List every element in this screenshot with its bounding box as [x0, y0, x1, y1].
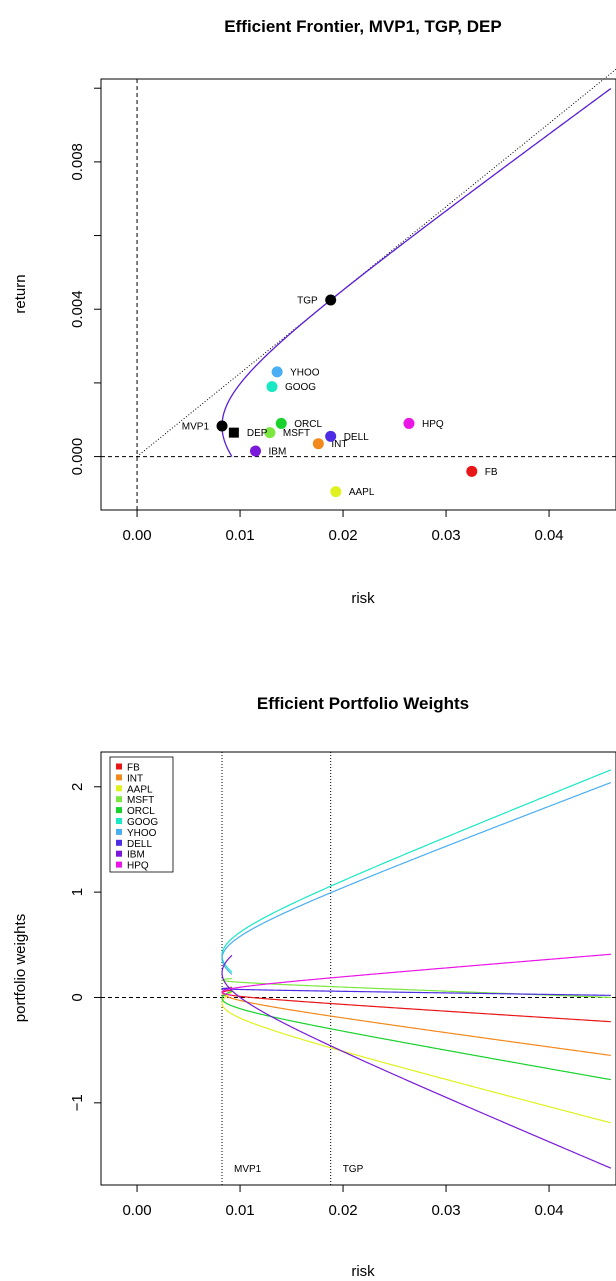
asset-point-aapl	[330, 486, 342, 498]
chart2-x-tick-label: 0.02	[328, 1202, 357, 1219]
chart1-x-tick-label: 0.01	[225, 527, 254, 544]
marker-label-mvp1: MVP1	[234, 1164, 262, 1175]
chart1-x-tick-label: 0.00	[122, 527, 151, 544]
asset-label-hpq: HPQ	[422, 419, 444, 430]
legend-label-yhoo: YHOO	[127, 828, 157, 839]
legend-label-goog: GOOG	[127, 817, 158, 828]
weights-chart: Efficient Portfolio Weights 0.00 0.01 0.02…	[12, 694, 616, 1280]
chart2-y-tick-label: −1	[69, 1094, 86, 1111]
chart1-title: Efficient Frontier, MVP1, TGP, DEP	[224, 17, 501, 36]
legend-label-int: INT	[127, 773, 143, 784]
chart2-title: Efficient Portfolio Weights	[257, 694, 469, 713]
weight-line-int	[221, 986, 611, 1057]
chart2-x-axis-label: risk	[351, 1263, 375, 1280]
legend-swatch-dell	[116, 839, 122, 846]
chart1-y-tick-label: 0.004	[69, 290, 86, 328]
asset-point-int	[312, 438, 324, 450]
point-label-tgp: TGP	[297, 296, 318, 307]
legend-swatch-yhoo	[116, 828, 122, 835]
point-tgp	[325, 294, 337, 306]
asset-point-orcl	[275, 417, 287, 429]
legend-swatch-goog	[116, 818, 122, 824]
marker-label-tgp: TGP	[343, 1164, 364, 1175]
legend-label-aapl: AAPL	[127, 784, 153, 795]
weight-line-goog	[221, 769, 612, 973]
legend-swatch-hpq	[116, 861, 122, 868]
chart1-y-tick-label: 0.000	[69, 438, 86, 476]
chart2-y-tick-label: 2	[69, 783, 86, 791]
chart1-y-axis-label: return	[12, 274, 29, 313]
asset-label-int: INT	[331, 439, 347, 450]
asset-label-aapl: AAPL	[349, 487, 375, 498]
legend-swatch-int	[116, 774, 122, 781]
chart2-plot-box	[100, 751, 616, 1186]
point-mvp1	[216, 420, 228, 432]
legend-label-orcl: ORCL	[127, 806, 155, 817]
chart2-y-tick-label: 0	[69, 993, 86, 1001]
weight-line-dell	[221, 987, 611, 996]
asset-point-ibm	[250, 445, 261, 457]
legend-swatch-orcl	[116, 807, 122, 814]
chart1-x-tick-label: 0.04	[534, 527, 563, 544]
chart2-x-tick-label: 0.00	[122, 1202, 151, 1219]
chart2-plot-area: MVP1 TGP	[101, 752, 616, 1185]
capital-market-line	[136, 68, 616, 457]
legend-swatch-ibm	[116, 850, 122, 857]
weight-line-yhoo	[221, 781, 612, 975]
asset-label-dell: DELL	[344, 432, 369, 443]
weight-line-aapl	[221, 991, 612, 1124]
legend-label-msft: MSFT	[127, 795, 154, 806]
asset-label-orcl: ORCL	[294, 419, 322, 430]
point-dep	[228, 427, 239, 438]
point-label-mvp1: MVP1	[182, 422, 210, 433]
legend-swatch-fb	[116, 763, 122, 770]
chart2-x-tick-label: 0.04	[534, 1202, 563, 1219]
legend-label-hpq: HPQ	[127, 861, 149, 872]
chart1-x-tick-label: 0.02	[328, 527, 357, 544]
asset-point-hpq	[403, 417, 415, 429]
legend-label-fb: FB	[127, 763, 140, 774]
chart1-y-tick-label: 0.008	[69, 143, 86, 181]
chart2-x-tick-label: 0.03	[431, 1202, 460, 1219]
legend-label-ibm: IBM	[127, 850, 145, 861]
asset-point-msft	[264, 427, 276, 439]
chart2-y-axis-label: portfolio weights	[12, 914, 29, 1022]
chart2-x-tick-label: 0.01	[225, 1202, 254, 1219]
asset-label-yhoo: YHOO	[290, 367, 320, 378]
chart1-x-axis-label: risk	[351, 590, 375, 607]
legend-swatch-aapl	[116, 785, 122, 792]
asset-point-yhoo	[271, 366, 283, 378]
asset-label-msft: MSFT	[283, 428, 310, 439]
weight-line-fb	[221, 989, 611, 1023]
legend-swatch-msft	[116, 796, 122, 803]
asset-point-dell	[325, 430, 337, 442]
chart1-plot-box	[100, 78, 616, 511]
point-label-dep: DEP	[247, 428, 268, 439]
chart1-axes: 0.00 0.01 0.02 0.03 0.04 0.000 0.004 0.008	[69, 87, 564, 544]
asset-point-fb	[466, 465, 478, 477]
legend-label-dell: DELL	[127, 839, 152, 850]
weight-line-orcl	[221, 990, 611, 1081]
efficient-frontier-curve	[221, 87, 612, 457]
chart2-axes: 0.00 0.01 0.02 0.03 0.04 −1 0 1 2	[69, 783, 564, 1219]
weight-line-ibm	[221, 954, 612, 1169]
weight-line-hpq	[221, 953, 611, 996]
asset-label-goog: GOOG	[285, 382, 316, 393]
chart1-x-tick-label: 0.03	[431, 527, 460, 544]
asset-label-ibm: IBM	[269, 447, 287, 458]
frontier-chart: Efficient Frontier, MVP1, TGP, DEP 0.00 0…	[12, 17, 616, 607]
chart2-y-tick-label: 1	[69, 888, 86, 896]
asset-label-fb: FB	[485, 467, 498, 478]
asset-point-goog	[266, 381, 278, 393]
